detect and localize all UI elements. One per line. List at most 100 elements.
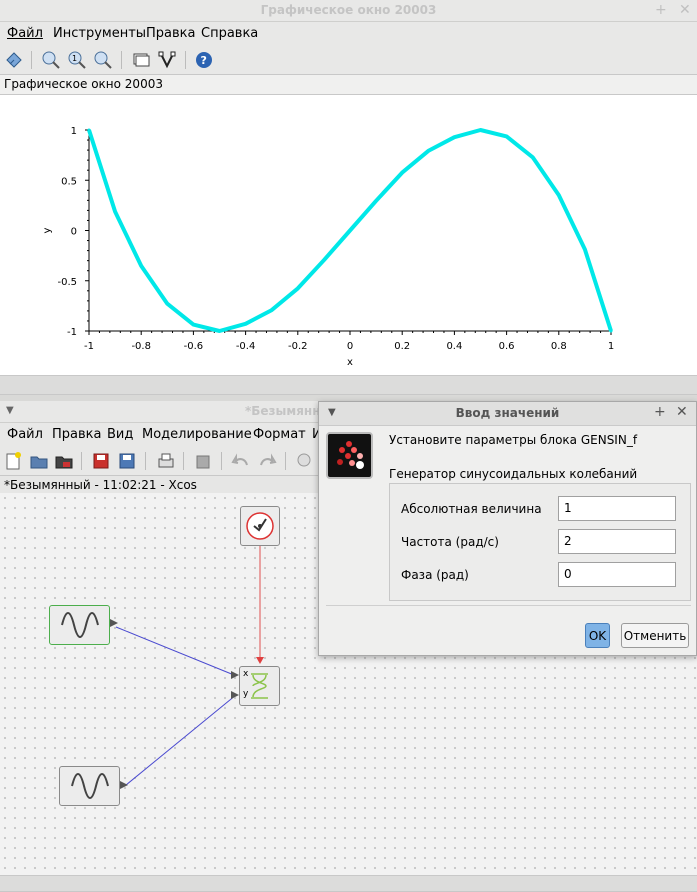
xcos-menu-edit[interactable]: Правка [52,427,102,442]
close-icon[interactable]: ✕ [679,2,691,18]
x-tick-label: 0.6 [499,341,515,352]
scilab-logo-icon [326,432,373,479]
menu-help[interactable]: Справка [201,26,259,41]
dialog-menu-icon[interactable]: ▼ [328,407,336,418]
series-point [452,135,456,139]
xcos-statusbar [0,875,697,892]
help-icon[interactable]: ? [194,50,214,70]
x-tick-label: -0.8 [131,341,151,352]
graphics-toolbar: 1 ? [0,46,697,74]
y-tick-label: 0 [71,227,77,238]
x-tick-label: 0.8 [551,341,567,352]
datatip-icon[interactable] [131,50,151,70]
output-port-upper[interactable] [110,619,118,627]
series-point [191,323,195,327]
clock-block[interactable] [240,506,280,546]
series-point [505,134,509,138]
print-icon[interactable] [156,451,176,471]
clock-link-arrow [256,657,264,664]
open-folder-icon[interactable] [29,451,49,471]
cancel-button[interactable]: Отменить [621,623,689,648]
input-values-dialog: ▼ Ввод значений + ✕ Установите параметры… [318,401,697,656]
graphics-window-titlebar[interactable]: Графическое окно 20003 + ✕ [0,0,697,22]
series-point [113,210,117,214]
y-tick-label: 0.5 [61,176,77,187]
xcos-menu-file[interactable]: Файл [7,427,43,442]
series-point [609,329,613,333]
x-tick-label: -1 [84,341,94,352]
sine-wave-icon [61,612,99,638]
xcos-window-title: *Безымянн [245,404,321,418]
series-point [139,264,143,268]
open-in-scilab-icon[interactable] [54,451,74,471]
scope-xy-block[interactable] [239,666,280,706]
y-tick-label: 1 [71,126,77,137]
input-port-x[interactable] [231,671,239,679]
graphics-menubar: Файл Инструменты Правка Справка [0,22,697,46]
dialog-pin-icon[interactable]: + [654,404,666,420]
undo-icon[interactable] [231,451,251,471]
x-axis-label: x [347,357,353,368]
x-tick-label: 1 [608,341,614,352]
series-point [374,199,378,203]
save-as-icon[interactable] [117,451,137,471]
amplitude-label: Абсолютная величина [401,502,542,516]
xcos-menu-format[interactable]: Формат [253,427,306,442]
link-lower-gen-to-scope [125,694,237,786]
frequency-input[interactable]: 2 [558,529,676,554]
svg-text:?: ? [201,54,207,67]
save-icon[interactable] [91,451,111,471]
rotate-icon[interactable] [4,50,24,70]
plot-svg: -1 -0.8 -0.6 -0.4 -0.2 0 0.2 0.4 0.6 0.8 1 1 0.5 0 -0.… [42,126,614,368]
menu-edit[interactable]: Правка [146,26,196,41]
series-point [557,193,561,197]
dialog-prompt: Установите параметры блока GENSIN_f [389,433,638,447]
x-tick-label: -0.2 [288,341,308,352]
zoom-reset-icon[interactable]: 1 [67,50,87,70]
series-point [426,149,430,153]
series-point [244,322,248,326]
delete-icon[interactable] [193,451,213,471]
zoom-icon[interactable] [295,451,315,471]
series-point [531,155,535,159]
dialog-title: Ввод значений [455,406,560,420]
dialog-close-icon[interactable]: ✕ [676,404,688,420]
series-point [400,171,404,175]
menu-file[interactable]: Файл [7,26,43,41]
zoom-in-icon[interactable] [41,50,61,70]
menu-tools[interactable]: Инструменты [53,26,147,41]
graphics-window-title: Графическое окно 20003 [260,3,437,17]
dialog-group-title: Генератор синусоидальных колебаний [389,467,638,481]
phase-input[interactable]: 0 [558,562,676,587]
svg-text:1: 1 [72,54,77,63]
zoom-out-icon[interactable] [93,50,113,70]
series-point [218,329,221,333]
series-point [479,128,482,132]
x-tick-label: -0.4 [236,341,256,352]
xcos-menu-more[interactable]: И [312,427,322,442]
window-menu-icon[interactable]: ▼ [6,405,14,416]
dialog-titlebar[interactable]: ▼ Ввод значений + ✕ [319,402,696,426]
amplitude-input[interactable]: 1 [558,496,676,521]
series-point [87,128,91,132]
plot-area[interactable]: -1 -0.8 -0.6 -0.4 -0.2 0 0.2 0.4 0.6 0.8 1 1 0.5 0 -0.… [0,95,697,375]
frequency-label: Частота (рад/с) [401,535,499,549]
sine-generator-block-upper[interactable] [49,605,110,645]
output-port-lower[interactable] [120,781,128,789]
xcos-menu-simulation[interactable]: Моделирование [142,427,252,442]
x-tick-label: 0.2 [394,341,410,352]
edit-curve-icon[interactable] [157,50,177,70]
sine-generator-block-lower[interactable] [59,766,120,806]
series-point [583,247,587,251]
pin-icon[interactable]: + [655,2,667,18]
y-tick-label: -1 [67,327,77,338]
y-tick-label: -0.5 [57,277,77,288]
new-diagram-icon[interactable] [3,451,23,471]
scope-xy-icon [251,673,268,699]
xcos-menu-view[interactable]: Вид [107,427,134,442]
redo-icon[interactable] [257,451,277,471]
series-point [348,229,352,232]
ok-button[interactable]: OK [585,623,610,648]
x-tick-label: 0 [347,341,353,352]
input-port-y[interactable] [231,691,239,699]
